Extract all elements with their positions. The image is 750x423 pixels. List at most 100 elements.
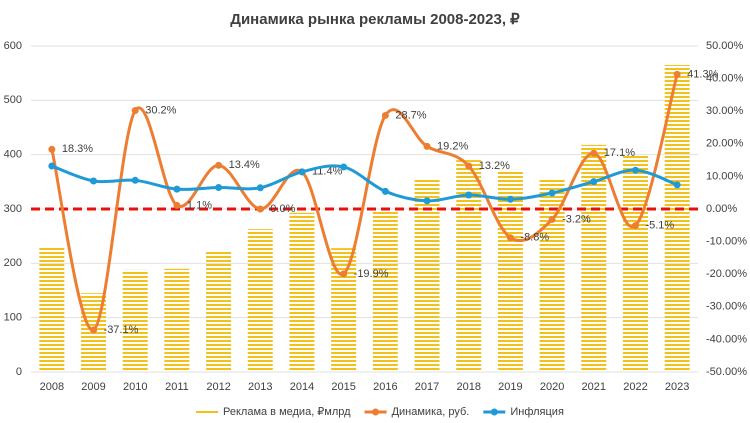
y-tick-label: 500 — [4, 94, 22, 106]
legend-label: Инфляция — [510, 406, 564, 418]
marker — [215, 161, 223, 169]
bar — [497, 169, 523, 372]
marker — [506, 234, 514, 242]
bar — [164, 268, 190, 372]
data-label: 13.4% — [229, 159, 260, 171]
y2-tick-label: -10.00% — [706, 236, 747, 248]
chart-title: Динамика рынка рекламы 2008-2023, ₽ — [230, 11, 520, 28]
y2-tick-label: 50.00% — [706, 40, 744, 52]
data-label: 13.2% — [479, 160, 510, 172]
x-tick-label: 2012 — [206, 381, 230, 393]
marker — [131, 107, 139, 115]
x-tick-label: 2020 — [540, 381, 564, 393]
marker — [673, 181, 681, 189]
legend-swatch — [490, 408, 498, 416]
legend-swatch — [372, 408, 380, 416]
x-tick-label: 2023 — [665, 381, 689, 393]
marker — [548, 215, 556, 223]
y-tick-label: 300 — [4, 203, 22, 215]
y2-tick-label: 0.00% — [706, 203, 737, 215]
y2-tick-label: 20.00% — [706, 138, 744, 150]
marker — [590, 178, 598, 186]
bar — [414, 179, 440, 372]
legend-swatch — [196, 411, 218, 413]
bar — [206, 251, 232, 372]
data-label: 0.0% — [270, 203, 295, 215]
bar — [39, 247, 65, 372]
marker — [631, 166, 639, 174]
data-label: -5.1% — [645, 220, 674, 232]
y2-tick-label: -50.00% — [706, 366, 747, 378]
bar — [289, 212, 315, 372]
x-tick-label: 2018 — [456, 381, 480, 393]
marker — [423, 197, 431, 205]
data-label: -3.2% — [562, 213, 591, 225]
marker — [90, 326, 98, 334]
data-label: 1.1% — [187, 199, 212, 211]
marker — [173, 185, 181, 193]
data-label: 30.2% — [145, 104, 176, 116]
data-label: -8.8% — [520, 232, 549, 244]
data-label: 18.3% — [62, 143, 93, 155]
x-tick-label: 2009 — [81, 381, 105, 393]
data-label: 41.3% — [687, 68, 718, 80]
marker — [631, 222, 639, 230]
y-tick-label: 400 — [4, 149, 22, 161]
y2-tick-label: -40.00% — [706, 333, 747, 345]
y2-tick-label: 30.00% — [706, 105, 744, 117]
x-tick-label: 2022 — [623, 381, 647, 393]
data-label: -19.9% — [354, 268, 389, 280]
marker — [256, 184, 264, 192]
marker — [173, 201, 181, 209]
marker — [90, 177, 98, 185]
y-tick-label: 0 — [16, 366, 22, 378]
x-tick-label: 2015 — [331, 381, 355, 393]
y2-tick-label: -20.00% — [706, 268, 747, 280]
marker — [340, 270, 348, 278]
y-tick-label: 600 — [4, 40, 22, 52]
x-tick-label: 2013 — [248, 381, 272, 393]
bar — [372, 210, 398, 372]
marker — [465, 191, 473, 199]
marker — [298, 168, 306, 176]
marker — [506, 195, 514, 203]
y2-tick-label: -30.00% — [706, 301, 747, 313]
x-tick-label: 2010 — [123, 381, 147, 393]
data-label: 28.7% — [395, 109, 426, 121]
bar — [539, 179, 565, 372]
bar — [247, 229, 273, 372]
marker — [48, 162, 56, 170]
line — [51, 164, 678, 203]
marker — [256, 205, 264, 213]
y-tick-label: 100 — [4, 312, 22, 324]
marker — [48, 145, 56, 153]
x-tick-label: 2016 — [373, 381, 397, 393]
y-tick-label: 200 — [4, 257, 22, 269]
marker — [340, 163, 348, 171]
y2-tick-label: 10.00% — [706, 170, 744, 182]
x-tick-label: 2019 — [498, 381, 522, 393]
bar — [622, 154, 648, 372]
x-tick-label: 2017 — [415, 381, 439, 393]
marker — [423, 142, 431, 150]
marker — [381, 111, 389, 119]
data-label: -37.1% — [104, 324, 139, 336]
x-tick-label: 2021 — [582, 381, 606, 393]
legend-label: Реклама в медиа, ₽млрд — [223, 406, 351, 418]
legend-label: Динамика, руб. — [392, 406, 470, 418]
x-tick-label: 2008 — [40, 381, 64, 393]
y2-tick-label: 40.00% — [706, 73, 744, 85]
bar — [122, 269, 148, 372]
marker — [131, 176, 139, 184]
marker — [381, 187, 389, 195]
marker — [548, 189, 556, 197]
data-label: 19.2% — [437, 140, 468, 152]
marker — [215, 183, 223, 191]
marker — [673, 70, 681, 78]
x-tick-label: 2014 — [290, 381, 314, 393]
x-tick-label: 2011 — [165, 381, 189, 393]
data-label: 17.1% — [604, 147, 635, 159]
marker — [590, 149, 598, 157]
